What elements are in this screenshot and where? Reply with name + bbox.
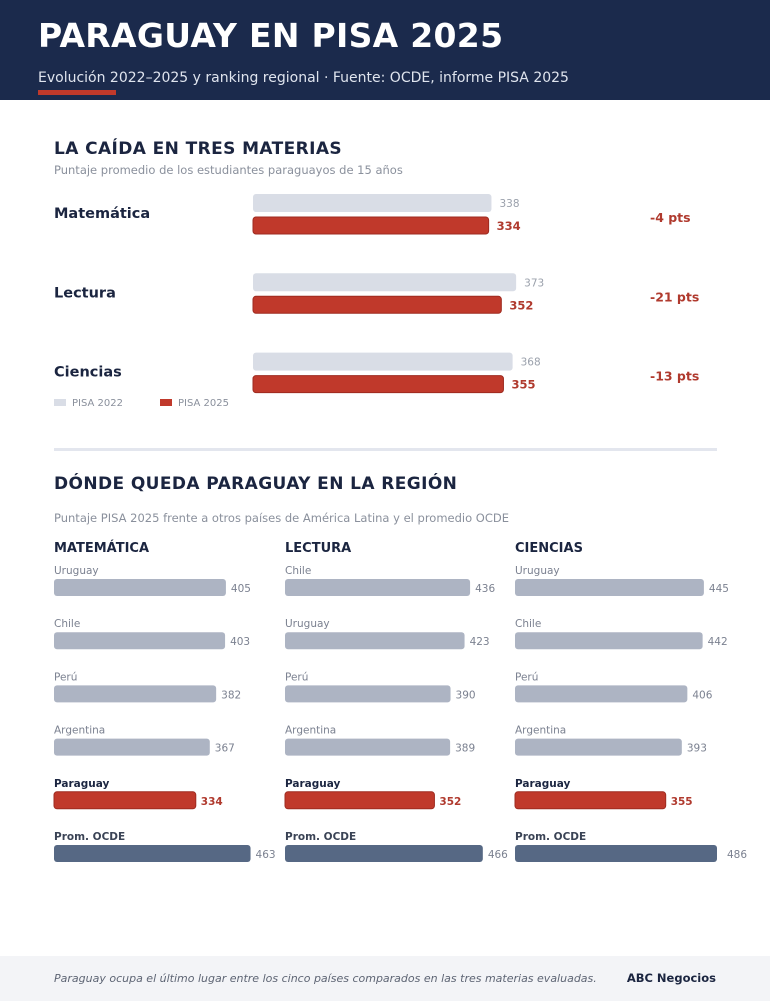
- value-label-2022: 338: [499, 198, 519, 210]
- country-label: Paraguay: [54, 778, 110, 790]
- value-label-2025: 334: [497, 219, 521, 233]
- legend-swatch-2025: [160, 399, 172, 406]
- bar-pisa-2022: [253, 194, 492, 212]
- country-label: Paraguay: [285, 778, 341, 790]
- subject-label: Lectura: [54, 285, 116, 301]
- bar-country: [285, 738, 451, 756]
- bar-pisa-2022: [253, 352, 513, 371]
- footer: Paraguay ocupa el último lugar entre los…: [0, 956, 770, 1001]
- subject-label: Ciencias: [54, 365, 122, 381]
- bar-value-label: 389: [455, 743, 475, 755]
- country-label: Argentina: [515, 725, 566, 737]
- bar-value-label: 355: [671, 796, 693, 808]
- country-label: Paraguay: [515, 778, 571, 790]
- bar-pisa-2025: [252, 375, 504, 394]
- bar-pisa-2022: [253, 273, 517, 292]
- delta-label: -13 pts: [650, 369, 699, 384]
- bar-value-label: 367: [215, 743, 235, 755]
- bar-country: [54, 738, 210, 756]
- bar-value-label: 486: [727, 849, 747, 861]
- bar-value-label: 382: [221, 689, 241, 701]
- country-label: Perú: [285, 671, 308, 683]
- delta-label: -21 pts: [650, 289, 699, 304]
- bar-value-label: 463: [256, 849, 276, 861]
- bar-value-label: 334: [201, 796, 223, 808]
- bar-value-label: 423: [470, 636, 490, 648]
- footer-note: Paraguay ocupa el último lugar entre los…: [54, 972, 597, 985]
- bar-value-label: 445: [709, 583, 729, 595]
- accent-bar: [38, 90, 116, 95]
- bar-country: [285, 685, 451, 703]
- footer-brand: ABC Negocios: [626, 971, 716, 985]
- bar-country: [515, 685, 688, 703]
- decline-chart: Matemática 338 334 -4 pts Lectura 373 352 -21 p…: [54, 194, 699, 409]
- subject-label: Matemática: [54, 206, 150, 222]
- country-label: Uruguay: [54, 565, 99, 577]
- section-subtitle-decline: Puntaje promedio de los estudiantes para…: [54, 163, 403, 177]
- value-label-2025: 355: [511, 378, 535, 392]
- page-title: PARAGUAY EN PISA 2025: [38, 16, 504, 55]
- country-label: Uruguay: [285, 618, 330, 630]
- delta-label: -4 pts: [650, 210, 691, 225]
- legend-label-2022: PISA 2022: [72, 398, 123, 409]
- bar-value-label: 393: [687, 743, 707, 755]
- column-title: LECTURA: [285, 541, 351, 556]
- value-label-2025: 352: [509, 298, 533, 312]
- bar-value-label: 390: [456, 689, 476, 701]
- country-label: Perú: [54, 671, 77, 683]
- country-label: Uruguay: [515, 565, 560, 577]
- header-banner: PARAGUAY EN PISA 2025 Evolución 2022–202…: [0, 0, 770, 100]
- bar-oecd-average: [515, 845, 717, 862]
- country-label: Argentina: [54, 725, 105, 737]
- country-label: Argentina: [285, 725, 336, 737]
- legend-label-2025: PISA 2025: [178, 398, 229, 409]
- bar-value-label: 406: [692, 689, 712, 701]
- column-title: CIENCIAS: [515, 541, 583, 556]
- column-title: MATEMÁTICA: [54, 540, 149, 556]
- bar-country: [54, 685, 217, 703]
- bar-country: [515, 738, 682, 756]
- bar-country: [54, 579, 226, 596]
- bar-value-label: 466: [488, 849, 508, 861]
- bar-country: [515, 632, 703, 650]
- country-label: Perú: [515, 671, 538, 683]
- bar-value-label: 403: [230, 636, 250, 648]
- section-title-decline: LA CAÍDA EN TRES MATERIAS: [54, 139, 343, 159]
- bar-country: [515, 579, 704, 596]
- bar-country: [54, 632, 226, 650]
- legend-swatch-2022: [54, 399, 66, 406]
- country-label: Chile: [285, 565, 311, 577]
- value-label-2022: 373: [524, 277, 544, 289]
- bar-country: [285, 579, 471, 596]
- value-label-2022: 368: [521, 357, 541, 369]
- bar-value-label: 442: [708, 636, 728, 648]
- regional-ranking-chart: MATEMÁTICA Uruguay 405 Chile 403 Perú 382 Argen…: [53, 540, 747, 862]
- bar-paraguay: [53, 791, 197, 810]
- country-label: Prom. OCDE: [515, 831, 586, 843]
- country-label: Chile: [54, 618, 80, 630]
- country-label: Chile: [515, 618, 541, 630]
- bar-value-label: 352: [439, 796, 461, 808]
- bar-value-label: 405: [231, 583, 251, 595]
- page-subtitle: Evolución 2022–2025 y ranking regional ·…: [38, 70, 569, 86]
- bar-country: [285, 632, 465, 650]
- bar-paraguay: [284, 791, 435, 810]
- bar-oecd-average: [54, 845, 251, 862]
- country-label: Prom. OCDE: [285, 831, 356, 843]
- section-divider: [54, 448, 717, 451]
- bar-value-label: 436: [475, 583, 495, 595]
- bar-pisa-2025: [252, 295, 502, 314]
- bar-paraguay: [514, 791, 667, 810]
- country-label: Prom. OCDE: [54, 831, 125, 843]
- section-subtitle-region: Puntaje PISA 2025 frente a otros países …: [54, 511, 510, 525]
- bar-pisa-2025: [252, 216, 490, 235]
- section-title-region: DÓNDE QUEDA PARAGUAY EN LA REGIÓN: [54, 474, 458, 494]
- bar-oecd-average: [285, 845, 483, 862]
